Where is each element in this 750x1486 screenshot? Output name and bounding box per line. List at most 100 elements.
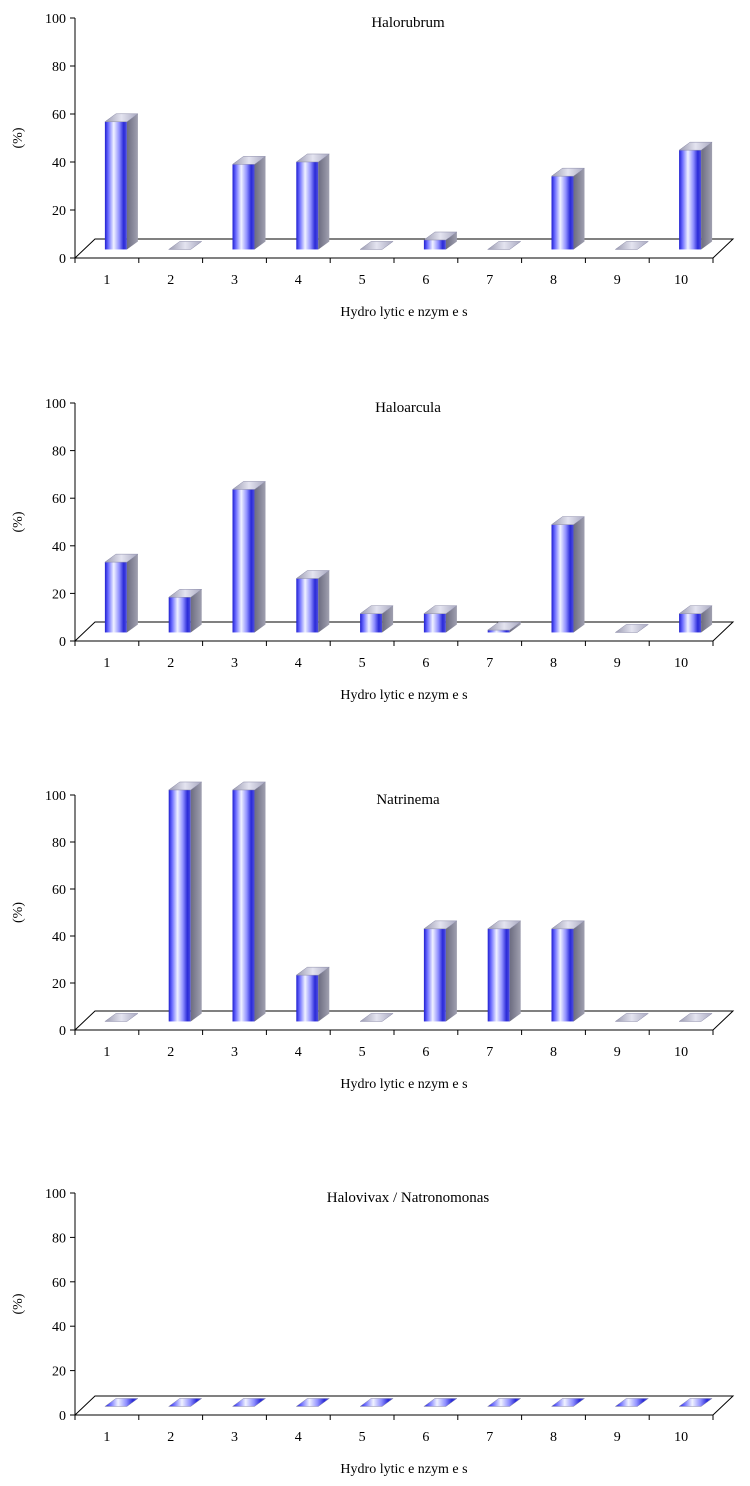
x-tick-label: 4 [295,273,302,288]
x-tick-label: 1 [103,273,110,288]
y-tick-label: 20 [52,1365,66,1380]
y-tick-label: 80 [52,1231,66,1246]
bar-top [167,1398,203,1407]
bar-top [231,1398,267,1407]
chart-title: Natrinema [376,792,440,808]
bar-top [104,553,139,563]
x-axis-label: Hydro lytic e nzym e s [340,305,467,320]
y-tick-label: 60 [52,883,66,898]
bar-side [445,231,457,250]
chart-floor [73,1395,735,1416]
y-tick-label: 100 [45,12,66,27]
bar [678,141,713,250]
y-tick-label: 60 [52,108,66,123]
bar-top [423,605,458,614]
bar-top [550,516,586,525]
x-axis-label: Hydro lytic e nzym e s [340,688,467,703]
x-tick-label: 5 [359,273,366,288]
y-tick-label: 100 [45,789,66,804]
x-tick-label: 7 [486,656,493,671]
chart-panel: 0 20 40 60 80 100 1 2 3 4 5 6 7 8 9 10 Halorubrum Hydro l… [11,12,735,320]
bar [104,113,139,250]
x-tick-label: 3 [231,1045,238,1060]
bar-top [614,241,650,250]
bar-top [104,113,139,123]
bar-side [126,554,138,633]
bar-side [190,589,202,633]
bar [678,605,713,633]
bar-front [551,176,574,250]
bar-top [359,1398,394,1407]
x-tick-label: 2 [167,1430,174,1445]
chart-panel: 0 20 40 60 80 100 1 2 3 4 5 6 7 8 9 10 Halovivax / Natro… [11,1187,735,1477]
y-tick-label: 60 [52,492,66,507]
x-tick-label: 10 [674,1430,688,1445]
x-tick-label: 4 [295,656,302,671]
bar [295,153,331,250]
chart-floor [73,238,735,259]
bar-front [232,789,255,1022]
bar [486,621,522,633]
bar [486,241,522,250]
bar [423,920,458,1022]
bar-side [254,156,266,250]
bar [359,1013,394,1022]
chart-title: Halovivax / Natronomonas [327,1190,490,1206]
bar-top [295,966,331,976]
bar-side [254,481,266,633]
bar [678,1013,713,1022]
x-tick-label: 10 [674,273,688,288]
bar-top [486,1398,522,1407]
bar-front [104,562,127,633]
y-tick-label: 20 [52,587,66,602]
y-axis-label: (%) [11,511,26,532]
bar-front [423,928,446,1022]
bar [231,481,267,633]
bar [359,605,394,633]
y-tick-label: 20 [52,977,66,992]
bar-side [573,168,585,250]
bar-side [509,622,521,633]
bar-top [423,231,458,241]
y-tick-label: 0 [59,252,66,267]
bar-side [382,605,394,633]
y-tick-label: 60 [52,1276,66,1291]
bar-top [359,1013,394,1022]
bar-side [126,113,138,250]
bar-front [232,164,255,250]
bar-top [104,1398,139,1407]
y-tick-label: 80 [52,445,66,460]
chart-panel: 0 20 40 60 80 100 1 2 3 4 5 6 7 8 9 10 Natrinema Hydro ly… [11,781,735,1092]
bar [104,1013,139,1022]
bar-front [423,239,446,250]
bar [614,1398,650,1407]
bar-top [550,1398,586,1407]
bar-side [254,781,266,1022]
x-tick-label: 7 [486,273,493,288]
x-tick-label: 7 [486,1430,493,1445]
bar-top [359,241,394,250]
x-tick-label: 4 [295,1430,302,1445]
bar-front [679,150,702,250]
bar-front [168,789,191,1022]
x-tick-label: 3 [231,273,238,288]
bar [359,1398,394,1407]
bar-front [296,975,319,1022]
bar-front [551,524,574,633]
bar-top [423,1398,458,1407]
x-tick-label: 9 [614,1045,621,1060]
bar-front [679,613,702,633]
bar [423,605,458,633]
x-tick-label: 1 [103,1430,110,1445]
bar [295,1398,331,1407]
x-tick-label: 1 [103,656,110,671]
y-tick-label: 20 [52,204,66,219]
bar-top [678,141,713,151]
bar-side [190,781,202,1022]
bar-top [678,1013,713,1022]
x-tick-label: 6 [422,1430,429,1445]
x-tick-label: 5 [359,656,366,671]
y-tick-label: 40 [52,540,66,555]
